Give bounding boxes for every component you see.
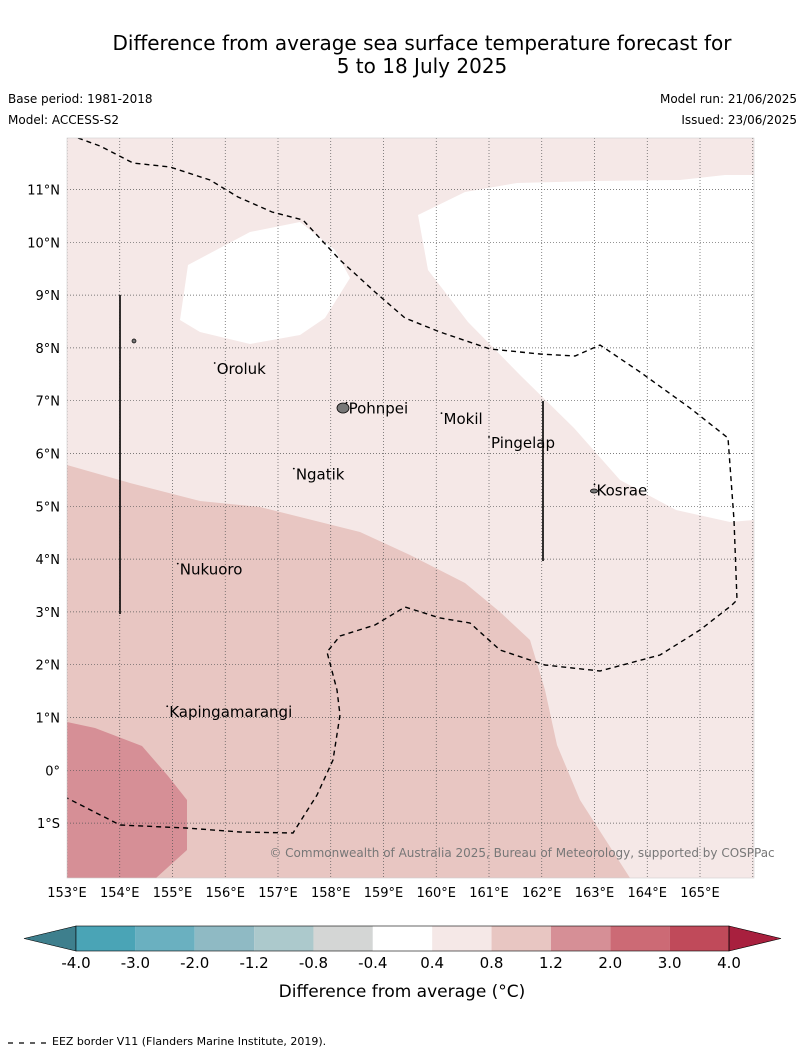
- map-title: Difference from average sea surface temp…: [60, 32, 784, 78]
- colorbar-tick-label: -2.0: [180, 954, 209, 972]
- colorbar-tick-label: 1.2: [539, 954, 563, 972]
- colorbar-tick-label: -3.0: [121, 954, 150, 972]
- colorbar-label: Difference from average (°C): [279, 982, 526, 1002]
- place-label: Kosrae: [597, 481, 648, 499]
- colorbar-segment: [254, 926, 314, 951]
- lon-tick-label: 162°E: [522, 886, 562, 901]
- place-marker: [345, 401, 348, 404]
- neutral-zone-east: [418, 175, 754, 522]
- colorbar-segment: [550, 926, 611, 951]
- copyright-note: © Commonwealth of Australia 2025, Bureau…: [269, 846, 774, 860]
- atoll-islet: [131, 338, 137, 344]
- colorbar-tick-label: -4.0: [61, 954, 90, 972]
- colorbar-segment: [372, 926, 433, 951]
- lat-tick-label: 6°N: [36, 448, 61, 463]
- pohnpei-island: [336, 402, 350, 414]
- colorbar-high-extension: [728, 925, 782, 952]
- latitude-labels: 11°N 10°N 9°N 8°N 7°N 6°N 5°N 4°N 3°N 2°N 1°N 0° 1°S: [27, 184, 60, 833]
- place-label: Kapingamarangi: [169, 703, 292, 721]
- place-marker: [593, 483, 596, 486]
- colorbar-tick-label: 2.0: [598, 954, 622, 972]
- place-marker: [176, 562, 179, 565]
- lat-tick-label: 4°N: [36, 553, 61, 568]
- place-label: Mokil: [444, 410, 483, 428]
- colorbar-low-extension: [23, 925, 77, 952]
- place-labels: Oroluk Pohnpei Mokil Pingelap Ngatik Kosrae Nu…: [166, 360, 647, 721]
- lat-tick-label: 7°N: [36, 395, 61, 410]
- colorbar-segment: [491, 926, 551, 951]
- eez-border: [67, 138, 738, 834]
- graticule: [67, 138, 754, 878]
- anomaly-band-1.2-2.0: [67, 722, 187, 878]
- lat-tick-label: 11°N: [27, 184, 60, 199]
- title-line-2: 5 to 18 July 2025: [336, 54, 508, 78]
- kosrae-island: [590, 488, 598, 494]
- lon-tick-label: 154°E: [100, 886, 140, 901]
- sst-anomaly-field: [67, 138, 754, 878]
- lon-tick-label: 163°E: [575, 886, 615, 901]
- colorbar-tick-label: 0.4: [420, 954, 444, 972]
- lon-tick-label: 157°E: [258, 886, 298, 901]
- lon-tick-label: 155°E: [153, 886, 193, 901]
- colorbar-tick-label: 4.0: [717, 954, 741, 972]
- lat-tick-label: 2°N: [36, 659, 61, 674]
- colorbar-segment: [432, 926, 492, 951]
- lat-tick-label: 9°N: [36, 289, 61, 304]
- place-marker: [440, 412, 443, 415]
- colorbar-segment: [194, 926, 255, 951]
- longitude-labels: 153°E 154°E 155°E 156°E 157°E 158°E 159°E 160°E…: [47, 886, 720, 901]
- eez-legend-text: EEZ border V11 (Flanders Marine Institut…: [52, 1035, 327, 1048]
- colorbar-segment: [135, 926, 195, 951]
- place-label: Pohnpei: [349, 400, 409, 418]
- lon-tick-label: 160°E: [416, 886, 456, 901]
- colorbar-segment: [669, 926, 729, 951]
- place-label: Oroluk: [217, 360, 266, 378]
- model-run-date: Model run: 21/06/2025: [659, 92, 797, 106]
- lon-tick-label: 164°E: [627, 886, 667, 901]
- colorbar-tick-label: 3.0: [658, 954, 682, 972]
- lon-tick-label: 159°E: [364, 886, 404, 901]
- issued-date: Issued: 23/06/2025: [681, 113, 797, 127]
- colorbar-tick-label: -0.4: [358, 954, 387, 972]
- lat-tick-label: 5°N: [36, 500, 61, 515]
- place-marker: [488, 436, 490, 438]
- map-frame: [66, 137, 755, 879]
- place-label: Ngatik: [296, 466, 345, 484]
- colorbar-tick-label: 0.8: [480, 954, 504, 972]
- lat-tick-label: 1°S: [37, 817, 60, 832]
- place-label: Nukuoro: [180, 561, 243, 579]
- place-label: Pingelap: [491, 434, 555, 452]
- colorbar: -4.0 -3.0 -2.0 -1.2 -0.8 -0.4 0.4 0.8 1.2 2.0 3.0 4…: [23, 925, 782, 972]
- model-name: Model: ACCESS-S2: [8, 113, 120, 127]
- lon-tick-label: 165°E: [680, 886, 720, 901]
- neutral-zone-west: [180, 222, 350, 344]
- colorbar-tick-label: -0.8: [299, 954, 328, 972]
- base-period: Base period: 1981-2018: [8, 92, 153, 106]
- colorbar-segment: [76, 926, 136, 951]
- place-marker: [213, 362, 216, 364]
- colorbar-segment: [610, 926, 670, 951]
- lat-tick-label: 8°N: [36, 342, 61, 357]
- place-marker: [292, 467, 295, 470]
- lat-tick-label: 1°N: [36, 712, 61, 727]
- lon-tick-label: 161°E: [469, 886, 509, 901]
- lat-tick-label: 10°N: [27, 236, 60, 251]
- title-line-1: Difference from average sea surface temp…: [112, 31, 732, 55]
- colorbar-segment: [313, 926, 373, 951]
- colorbar-frame: [75, 925, 730, 952]
- lon-tick-label: 158°E: [311, 886, 351, 901]
- colorbar-tick-label: -1.2: [239, 954, 268, 972]
- lat-tick-label: 0°: [45, 764, 60, 779]
- place-marker: [166, 705, 169, 708]
- lat-tick-label: 3°N: [36, 606, 61, 621]
- lon-tick-label: 156°E: [205, 886, 245, 901]
- lon-tick-label: 153°E: [47, 886, 87, 901]
